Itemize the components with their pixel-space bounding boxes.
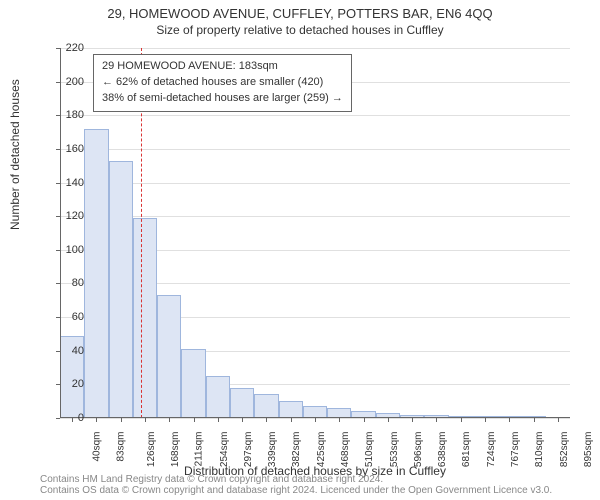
xtick-mark xyxy=(436,418,437,422)
grid-line xyxy=(60,183,570,184)
ytick-label: 60 xyxy=(54,311,84,323)
xtick-label: 297sqm xyxy=(243,432,254,468)
xtick-mark xyxy=(218,418,219,422)
xtick-label: 767sqm xyxy=(510,432,521,468)
xtick-label: 126sqm xyxy=(146,432,157,468)
chart-container: 29, HOMEWOOD AVENUE, CUFFLEY, POTTERS BA… xyxy=(0,0,600,500)
plot-area: 29 HOMEWOOD AVENUE: 183sqm← 62% of detac… xyxy=(60,48,570,418)
info-box-line: ← 62% of detached houses are smaller (42… xyxy=(102,75,343,91)
xtick-mark xyxy=(169,418,170,422)
histogram-bar xyxy=(254,394,278,418)
ytick-label: 120 xyxy=(54,210,84,222)
xtick-label: 83sqm xyxy=(116,432,127,462)
ytick-label: 200 xyxy=(54,76,84,88)
xtick-mark xyxy=(509,418,510,422)
ytick-label: 160 xyxy=(54,143,84,155)
xtick-label: 681sqm xyxy=(462,432,473,468)
xtick-label: 810sqm xyxy=(534,432,545,468)
histogram-bar xyxy=(279,401,303,418)
xtick-mark xyxy=(96,418,97,422)
xtick-mark xyxy=(339,418,340,422)
xtick-mark xyxy=(485,418,486,422)
xtick-label: 638sqm xyxy=(437,432,448,468)
histogram-bar xyxy=(157,295,181,418)
xtick-mark xyxy=(242,418,243,422)
xtick-label: 339sqm xyxy=(267,432,278,468)
x-axis-line xyxy=(60,417,570,418)
xtick-label: 425sqm xyxy=(316,432,327,468)
xtick-mark xyxy=(388,418,389,422)
histogram-bar xyxy=(84,129,108,418)
xtick-mark xyxy=(194,418,195,422)
xtick-label: 468sqm xyxy=(340,432,351,468)
histogram-bar xyxy=(230,388,254,418)
xtick-mark xyxy=(534,418,535,422)
xtick-mark xyxy=(461,418,462,422)
histogram-bar xyxy=(133,218,157,418)
grid-line xyxy=(60,149,570,150)
xtick-label: 382sqm xyxy=(292,432,303,468)
xtick-label: 553sqm xyxy=(389,432,400,468)
footer-text: Contains HM Land Registry data © Crown c… xyxy=(40,474,552,496)
xtick-label: 254sqm xyxy=(219,432,230,468)
xtick-label: 168sqm xyxy=(170,432,181,468)
xtick-label: 40sqm xyxy=(92,432,103,462)
xtick-mark xyxy=(291,418,292,422)
chart-subtitle: Size of property relative to detached ho… xyxy=(0,21,600,37)
chart-title: 29, HOMEWOOD AVENUE, CUFFLEY, POTTERS BA… xyxy=(0,0,600,21)
xtick-mark xyxy=(364,418,365,422)
histogram-bar xyxy=(109,161,133,418)
grid-line xyxy=(60,115,570,116)
y-axis-line xyxy=(60,48,61,418)
xtick-label: 211sqm xyxy=(194,432,205,467)
info-box-line: 29 HOMEWOOD AVENUE: 183sqm xyxy=(102,59,343,75)
info-box-line: 38% of semi-detached houses are larger (… xyxy=(102,91,343,107)
xtick-mark xyxy=(121,418,122,422)
xtick-mark xyxy=(145,418,146,422)
ytick-label: 140 xyxy=(54,177,84,189)
ytick-label: 20 xyxy=(54,378,84,390)
histogram-bar xyxy=(181,349,205,418)
xtick-mark xyxy=(558,418,559,422)
y-axis-label: Number of detached houses xyxy=(8,79,22,230)
ytick-label: 100 xyxy=(54,244,84,256)
info-box: 29 HOMEWOOD AVENUE: 183sqm← 62% of detac… xyxy=(93,54,352,112)
xtick-mark xyxy=(315,418,316,422)
xtick-label: 895sqm xyxy=(583,432,594,468)
xtick-mark xyxy=(412,418,413,422)
xtick-label: 596sqm xyxy=(413,432,424,468)
xtick-label: 724sqm xyxy=(486,432,497,468)
ytick-label: 80 xyxy=(54,277,84,289)
ytick-label: 40 xyxy=(54,345,84,357)
xtick-mark xyxy=(266,418,267,422)
grid-line xyxy=(60,48,570,49)
xtick-label: 852sqm xyxy=(559,432,570,468)
ytick-label: 180 xyxy=(54,109,84,121)
xtick-label: 510sqm xyxy=(364,432,375,468)
histogram-bar xyxy=(206,376,230,418)
ytick-label: 0 xyxy=(54,412,84,424)
ytick-label: 220 xyxy=(54,42,84,54)
